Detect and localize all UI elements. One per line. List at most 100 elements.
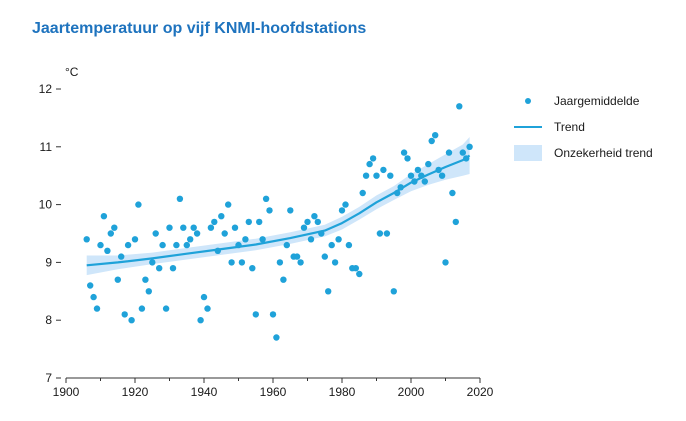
data-point xyxy=(245,218,252,226)
data-point xyxy=(280,276,287,283)
data-point xyxy=(352,265,359,272)
data-point xyxy=(456,103,463,110)
data-point xyxy=(187,236,194,243)
data-point xyxy=(242,236,249,243)
data-point xyxy=(221,230,228,237)
data-point xyxy=(404,155,411,162)
data-point xyxy=(176,195,184,202)
data-point xyxy=(425,160,432,168)
data-point xyxy=(318,230,325,237)
data-point xyxy=(311,213,318,220)
data-point xyxy=(197,317,204,324)
data-point xyxy=(463,155,470,162)
x-tick-label: 1980 xyxy=(329,385,356,399)
data-point xyxy=(138,305,146,312)
x-tick-label: 2020 xyxy=(467,385,494,399)
data-point xyxy=(225,201,232,208)
data-point xyxy=(449,189,456,197)
data-point xyxy=(293,253,301,260)
data-point xyxy=(204,305,211,312)
data-point xyxy=(249,265,256,272)
data-point xyxy=(438,172,446,179)
data-point xyxy=(304,218,311,226)
data-point xyxy=(466,143,473,150)
data-point xyxy=(180,224,187,231)
data-point xyxy=(345,241,353,249)
data-point xyxy=(266,207,273,214)
data-point xyxy=(297,259,304,266)
y-tick-label: 7 xyxy=(45,371,52,385)
data-point xyxy=(252,311,259,318)
legend-item-trend: Trend xyxy=(514,114,653,140)
data-point xyxy=(145,288,152,295)
data-point xyxy=(283,241,290,249)
data-point xyxy=(400,149,408,156)
data-point xyxy=(231,224,239,231)
data-point xyxy=(97,241,104,249)
data-point xyxy=(190,224,197,231)
data-point xyxy=(411,178,418,185)
data-point xyxy=(83,236,90,243)
y-tick-label: 11 xyxy=(40,140,53,154)
data-point xyxy=(421,178,428,185)
data-point xyxy=(159,241,166,249)
y-tick-label: 9 xyxy=(45,255,52,269)
data-point xyxy=(376,230,384,237)
x-tick-label: 1900 xyxy=(53,385,80,399)
data-point xyxy=(325,288,332,295)
uncertainty-band xyxy=(86,137,470,276)
data-point xyxy=(397,184,404,191)
x-tick-label: 1960 xyxy=(260,385,287,399)
data-point xyxy=(166,224,173,231)
data-point xyxy=(356,270,363,278)
data-point xyxy=(111,224,118,231)
data-point xyxy=(259,236,266,243)
data-point xyxy=(173,241,180,249)
data-point xyxy=(107,230,115,237)
data-point xyxy=(287,207,294,214)
data-point xyxy=(435,166,442,174)
data-point xyxy=(211,218,218,226)
data-point xyxy=(124,241,132,249)
data-point xyxy=(183,241,190,249)
data-point xyxy=(369,155,377,162)
y-tick-label: 10 xyxy=(39,198,53,212)
trend-line xyxy=(86,154,471,267)
data-point xyxy=(169,265,177,272)
legend: Jaargemiddelde Trend Onzekerheid trend xyxy=(514,88,653,166)
data-point xyxy=(307,236,315,243)
data-point xyxy=(428,137,435,145)
data-point xyxy=(459,149,466,156)
data-point xyxy=(100,213,108,220)
data-point xyxy=(131,236,139,243)
data-point xyxy=(383,230,391,237)
data-point xyxy=(149,259,156,266)
legend-item-jaargemiddelde: Jaargemiddelde xyxy=(514,88,653,114)
data-point xyxy=(93,305,101,312)
data-point xyxy=(314,218,321,226)
band-marker-icon xyxy=(514,145,542,161)
data-point xyxy=(118,253,125,260)
data-point xyxy=(452,218,459,226)
data-point xyxy=(362,172,370,179)
data-point xyxy=(256,218,263,226)
data-point xyxy=(328,241,335,249)
data-point xyxy=(442,259,449,266)
data-point xyxy=(200,293,208,301)
data-point xyxy=(135,201,142,208)
data-point xyxy=(128,317,135,324)
data-point xyxy=(366,160,373,168)
data-point xyxy=(387,172,394,179)
data-point xyxy=(228,259,235,266)
data-point xyxy=(331,259,339,266)
data-point xyxy=(90,293,97,301)
data-point xyxy=(276,259,284,266)
y-tick-label: 8 xyxy=(45,313,52,327)
data-point xyxy=(156,265,163,272)
dot-marker-icon xyxy=(514,94,542,108)
data-point xyxy=(121,311,128,318)
data-point xyxy=(142,276,149,283)
data-point xyxy=(414,166,422,174)
data-point xyxy=(373,172,380,179)
data-point xyxy=(104,247,111,254)
